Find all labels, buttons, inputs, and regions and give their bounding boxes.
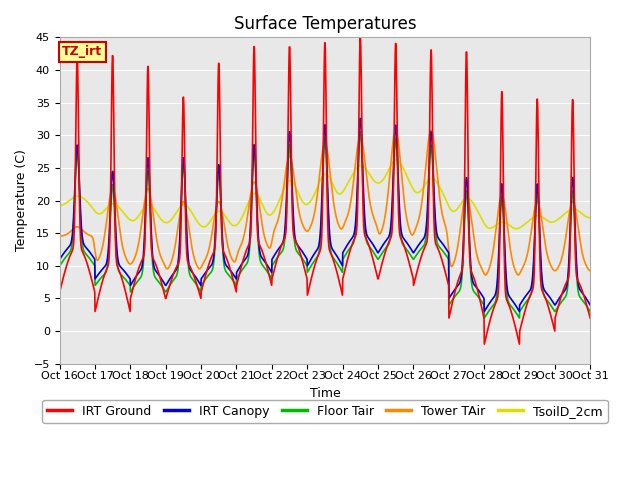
Floor Tair	[169, 278, 177, 284]
TsoilD_2cm	[272, 204, 280, 210]
Tower TAir	[515, 272, 522, 278]
Floor Tair	[272, 257, 280, 263]
Floor Tair	[586, 309, 594, 314]
IRT Canopy	[254, 230, 262, 236]
TsoilD_2cm	[275, 199, 283, 204]
IRT Canopy	[272, 250, 280, 255]
Floor Tair	[481, 315, 488, 321]
TsoilD_2cm	[419, 186, 426, 192]
Text: TZ_irt: TZ_irt	[62, 45, 102, 58]
IRT Ground	[481, 341, 488, 347]
Floor Tair	[254, 236, 262, 242]
TsoilD_2cm	[392, 157, 400, 163]
Legend: IRT Ground, IRT Canopy, Floor Tair, Tower TAir, TsoilD_2cm: IRT Ground, IRT Canopy, Floor Tair, Towe…	[42, 400, 608, 423]
Line: Floor Tair: Floor Tair	[60, 132, 590, 318]
Floor Tair	[419, 245, 426, 251]
IRT Canopy	[586, 302, 594, 308]
IRT Ground	[169, 273, 177, 278]
Tower TAir	[254, 194, 262, 200]
Y-axis label: Temperature (C): Temperature (C)	[15, 150, 28, 252]
Floor Tair	[56, 263, 63, 269]
Line: IRT Ground: IRT Ground	[60, 36, 590, 344]
Tower TAir	[586, 268, 594, 274]
TsoilD_2cm	[169, 215, 177, 221]
IRT Canopy	[56, 256, 63, 262]
TsoilD_2cm	[56, 203, 63, 208]
Floor Tair	[275, 253, 283, 259]
IRT Canopy	[86, 250, 94, 255]
Line: TsoilD_2cm: TsoilD_2cm	[60, 160, 590, 229]
IRT Ground	[86, 271, 94, 276]
Floor Tair	[86, 256, 94, 262]
IRT Ground	[419, 252, 426, 257]
IRT Canopy	[419, 238, 426, 243]
IRT Ground	[356, 34, 364, 39]
IRT Ground	[275, 251, 283, 256]
IRT Ground	[56, 289, 63, 295]
IRT Ground	[272, 260, 280, 266]
Tower TAir	[272, 223, 280, 228]
IRT Canopy	[356, 116, 364, 121]
Line: IRT Canopy: IRT Canopy	[60, 119, 590, 312]
IRT Canopy	[481, 309, 488, 314]
Line: Tower TAir: Tower TAir	[60, 131, 590, 275]
TsoilD_2cm	[86, 202, 94, 208]
Tower TAir	[275, 215, 283, 220]
Floor Tair	[356, 129, 364, 135]
IRT Ground	[586, 315, 594, 321]
IRT Canopy	[169, 272, 177, 277]
Tower TAir	[86, 232, 94, 238]
Tower TAir	[418, 200, 426, 206]
IRT Canopy	[275, 246, 283, 252]
Tower TAir	[56, 233, 63, 239]
IRT Ground	[254, 237, 262, 243]
X-axis label: Time: Time	[310, 387, 340, 400]
TsoilD_2cm	[586, 215, 594, 221]
Tower TAir	[169, 254, 177, 260]
Tower TAir	[427, 128, 435, 133]
TsoilD_2cm	[513, 226, 520, 232]
TsoilD_2cm	[254, 193, 262, 199]
Title: Surface Temperatures: Surface Temperatures	[234, 15, 416, 33]
